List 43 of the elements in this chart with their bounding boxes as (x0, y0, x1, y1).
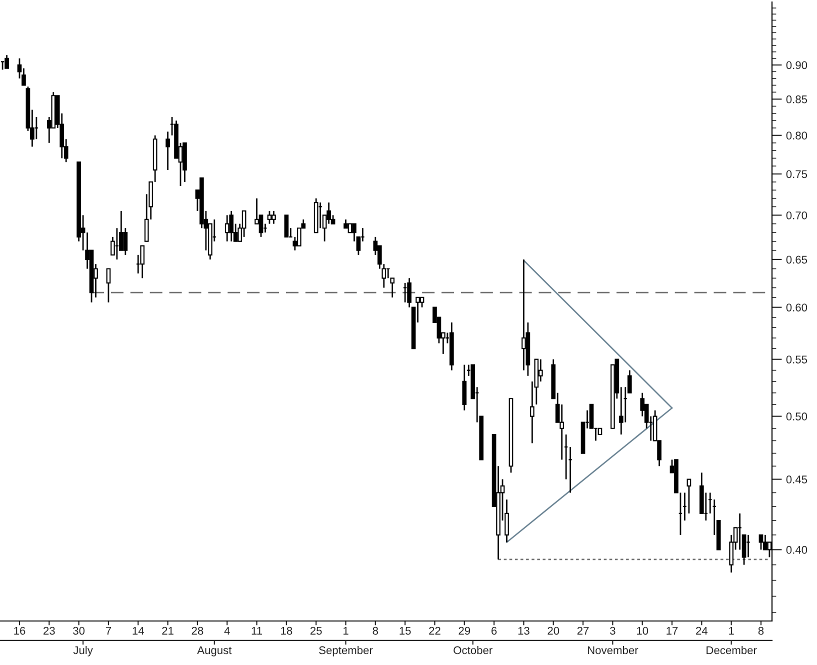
x-tick-label: 22 (429, 626, 440, 635)
x-tick-label: 15 (400, 626, 411, 635)
y-tick-label: 0.60 (786, 304, 808, 312)
x-tick-label: 4 (224, 626, 230, 635)
x2-tick-label: November (588, 646, 638, 654)
x-tick-label: 1 (344, 626, 348, 635)
y-tick-label: 0.75 (786, 170, 808, 178)
y-tick-label: 0.90 (786, 61, 808, 70)
x-tick-label: 1 (729, 626, 734, 635)
x-tick-label: 27 (577, 626, 589, 635)
x2-tick-label: July (73, 646, 93, 656)
y-tick-label: 0.70 (786, 211, 808, 220)
x-tick-label: 17 (666, 626, 678, 635)
x-tick-label: 18 (281, 626, 292, 635)
x-tick-label: 7 (106, 626, 111, 635)
x-tick-label: 8 (758, 626, 764, 635)
x-tick-label: 28 (192, 626, 204, 635)
x-tick-label: 3 (610, 626, 616, 635)
y-tick-label: 0.85 (786, 95, 808, 104)
x-tick-label: 30 (73, 626, 85, 635)
x-tick-label: 21 (162, 626, 174, 635)
x-tick-label: 6 (492, 626, 497, 635)
y-tick-label: 0.40 (786, 546, 808, 554)
x-tick-label: 25 (310, 626, 322, 635)
y-tick-label: 0.50 (786, 412, 808, 420)
y-tick-label: 0.65 (786, 256, 808, 264)
x-tick-label: 24 (696, 626, 708, 635)
y-tick-label: 0.80 (786, 132, 808, 140)
y-tick-label: 0.55 (786, 356, 808, 364)
x-tick-label: 23 (44, 626, 55, 635)
x2-tick-label: August (197, 646, 232, 656)
x-tick-label: 16 (14, 626, 26, 635)
x-tick-label: 10 (637, 626, 648, 635)
y-tick-label: 0.45 (786, 476, 808, 484)
x-tick-label: 14 (132, 626, 144, 635)
x-tick-label: 20 (548, 626, 560, 635)
x2-tick-label: September (319, 646, 373, 656)
x-tick-label: 29 (458, 626, 470, 635)
x-tick-label: 8 (372, 626, 378, 635)
x2-tick-label: December (706, 646, 757, 654)
x2-tick-label: October (454, 646, 492, 654)
x-tick-label: 13 (518, 626, 530, 635)
x-tick-label: 11 (252, 626, 262, 635)
